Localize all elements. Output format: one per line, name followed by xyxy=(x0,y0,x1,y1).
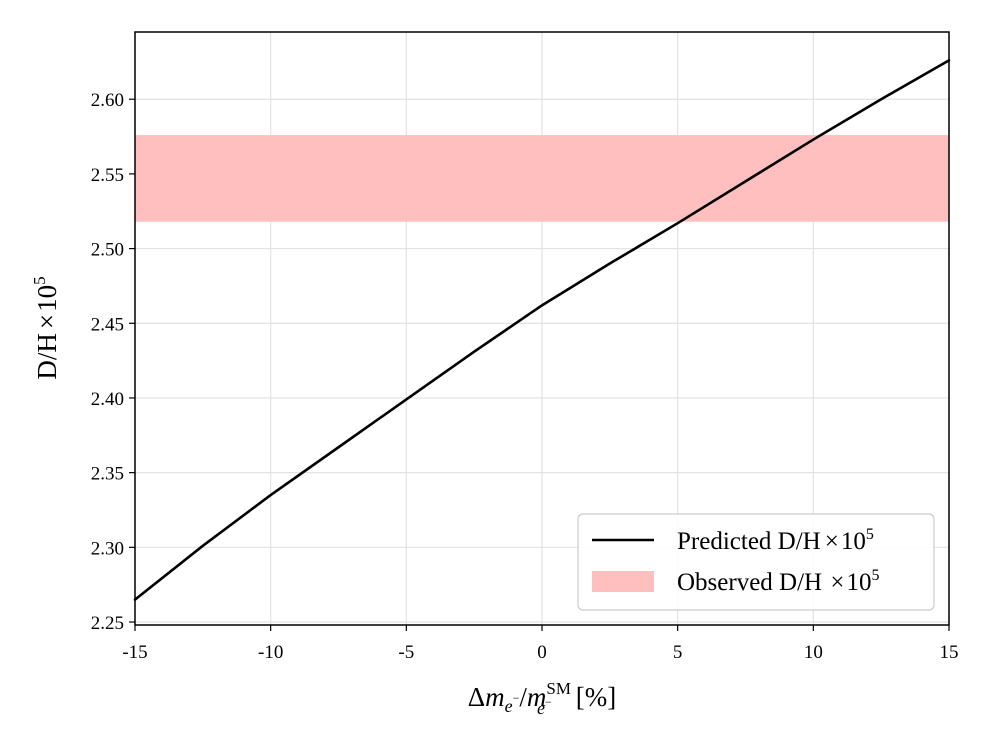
y-tick-label: 2.45 xyxy=(91,314,124,335)
predicted-line xyxy=(133,59,951,601)
y-tick-label: 2.40 xyxy=(91,389,124,410)
observed-band xyxy=(135,135,949,222)
x-tick-label: 0 xyxy=(537,642,547,663)
y-tick-label: 2.55 xyxy=(91,165,124,186)
legend: Predicted D/H ×105 Observed D/H ×105 xyxy=(577,513,935,611)
x-tick-label: 15 xyxy=(940,642,959,663)
x-axis-label: Δme−/mSM e− [%] xyxy=(468,679,617,718)
x-axis: -15 -10 -5 0 5 10 15 xyxy=(122,625,959,663)
legend-label-observed: Observed D/H ×105 xyxy=(677,567,879,596)
predicted-line-layer xyxy=(133,59,951,601)
x-tick-label: 5 xyxy=(673,642,683,663)
y-tick-label: 2.35 xyxy=(91,464,124,485)
legend-box xyxy=(577,513,935,611)
y-tick-label: 2.60 xyxy=(91,90,124,111)
y-tick-label: 2.50 xyxy=(91,240,124,261)
x-tick-label: -15 xyxy=(122,642,147,663)
y-tick-label: 2.25 xyxy=(91,613,124,634)
y-tick-label: 2.30 xyxy=(91,538,124,559)
x-tick-label: -5 xyxy=(398,642,414,663)
y-axis: 2.25 2.30 2.35 2.40 2.45 2.50 2.55 2.60 xyxy=(91,90,135,634)
legend-swatch-observed xyxy=(592,571,654,592)
x-tick-label: -10 xyxy=(258,642,283,663)
x-tick-label: 10 xyxy=(804,642,823,663)
y-axis-label: D/H×105 xyxy=(30,276,62,379)
legend-label-predicted: Predicted D/H ×105 xyxy=(677,526,874,555)
observed-band-layer xyxy=(135,135,949,222)
